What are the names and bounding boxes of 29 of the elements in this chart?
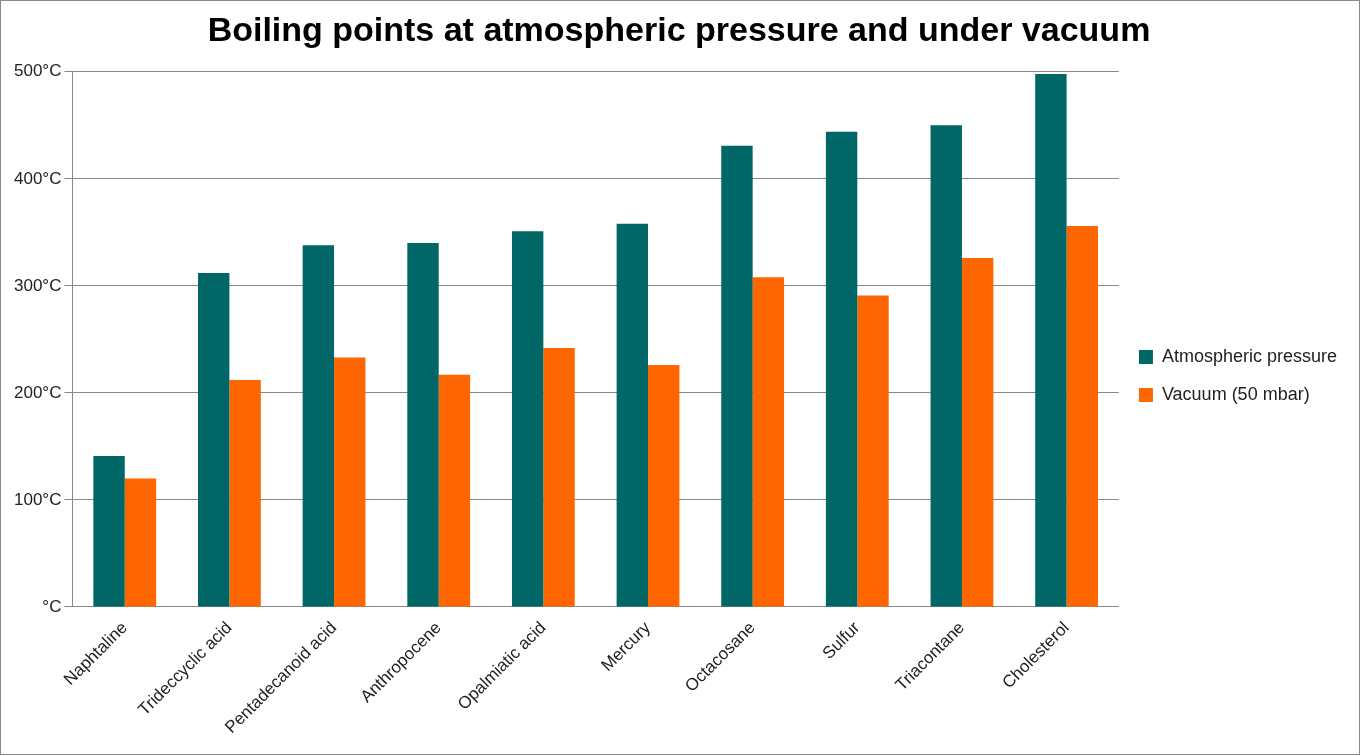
- y-tick-label: 100°C: [13, 489, 62, 509]
- bar: [1066, 225, 1098, 607]
- bar: [961, 258, 994, 607]
- bar: [438, 374, 471, 607]
- legend-label: Vacuum (50 mbar): [1161, 383, 1310, 404]
- bar: [124, 478, 157, 607]
- bar: [407, 243, 439, 607]
- legend-label: Atmospheric pressure: [1161, 345, 1338, 366]
- bar: [1035, 73, 1067, 607]
- bar: [825, 131, 858, 607]
- y-tick-label: 300°C: [13, 275, 62, 295]
- bar: [198, 273, 230, 607]
- y-tick-label: 400°C: [13, 168, 62, 188]
- bar: [334, 357, 366, 607]
- bar: [648, 365, 680, 607]
- bar: [302, 245, 335, 607]
- bar: [229, 380, 261, 607]
- bar: [543, 347, 575, 607]
- bar: [616, 223, 649, 607]
- bar: [93, 456, 125, 607]
- chart-title: Boiling points at atmospheric pressure and under vacuum: [207, 9, 1151, 48]
- bar: [752, 277, 785, 607]
- bar: [930, 125, 962, 607]
- bar: [511, 231, 544, 607]
- y-tick-label: 200°C: [13, 382, 62, 402]
- bar: [857, 295, 889, 607]
- y-tick-label: 500°C: [13, 61, 62, 81]
- y-tick-label: °C: [42, 596, 62, 616]
- bar: [721, 145, 753, 607]
